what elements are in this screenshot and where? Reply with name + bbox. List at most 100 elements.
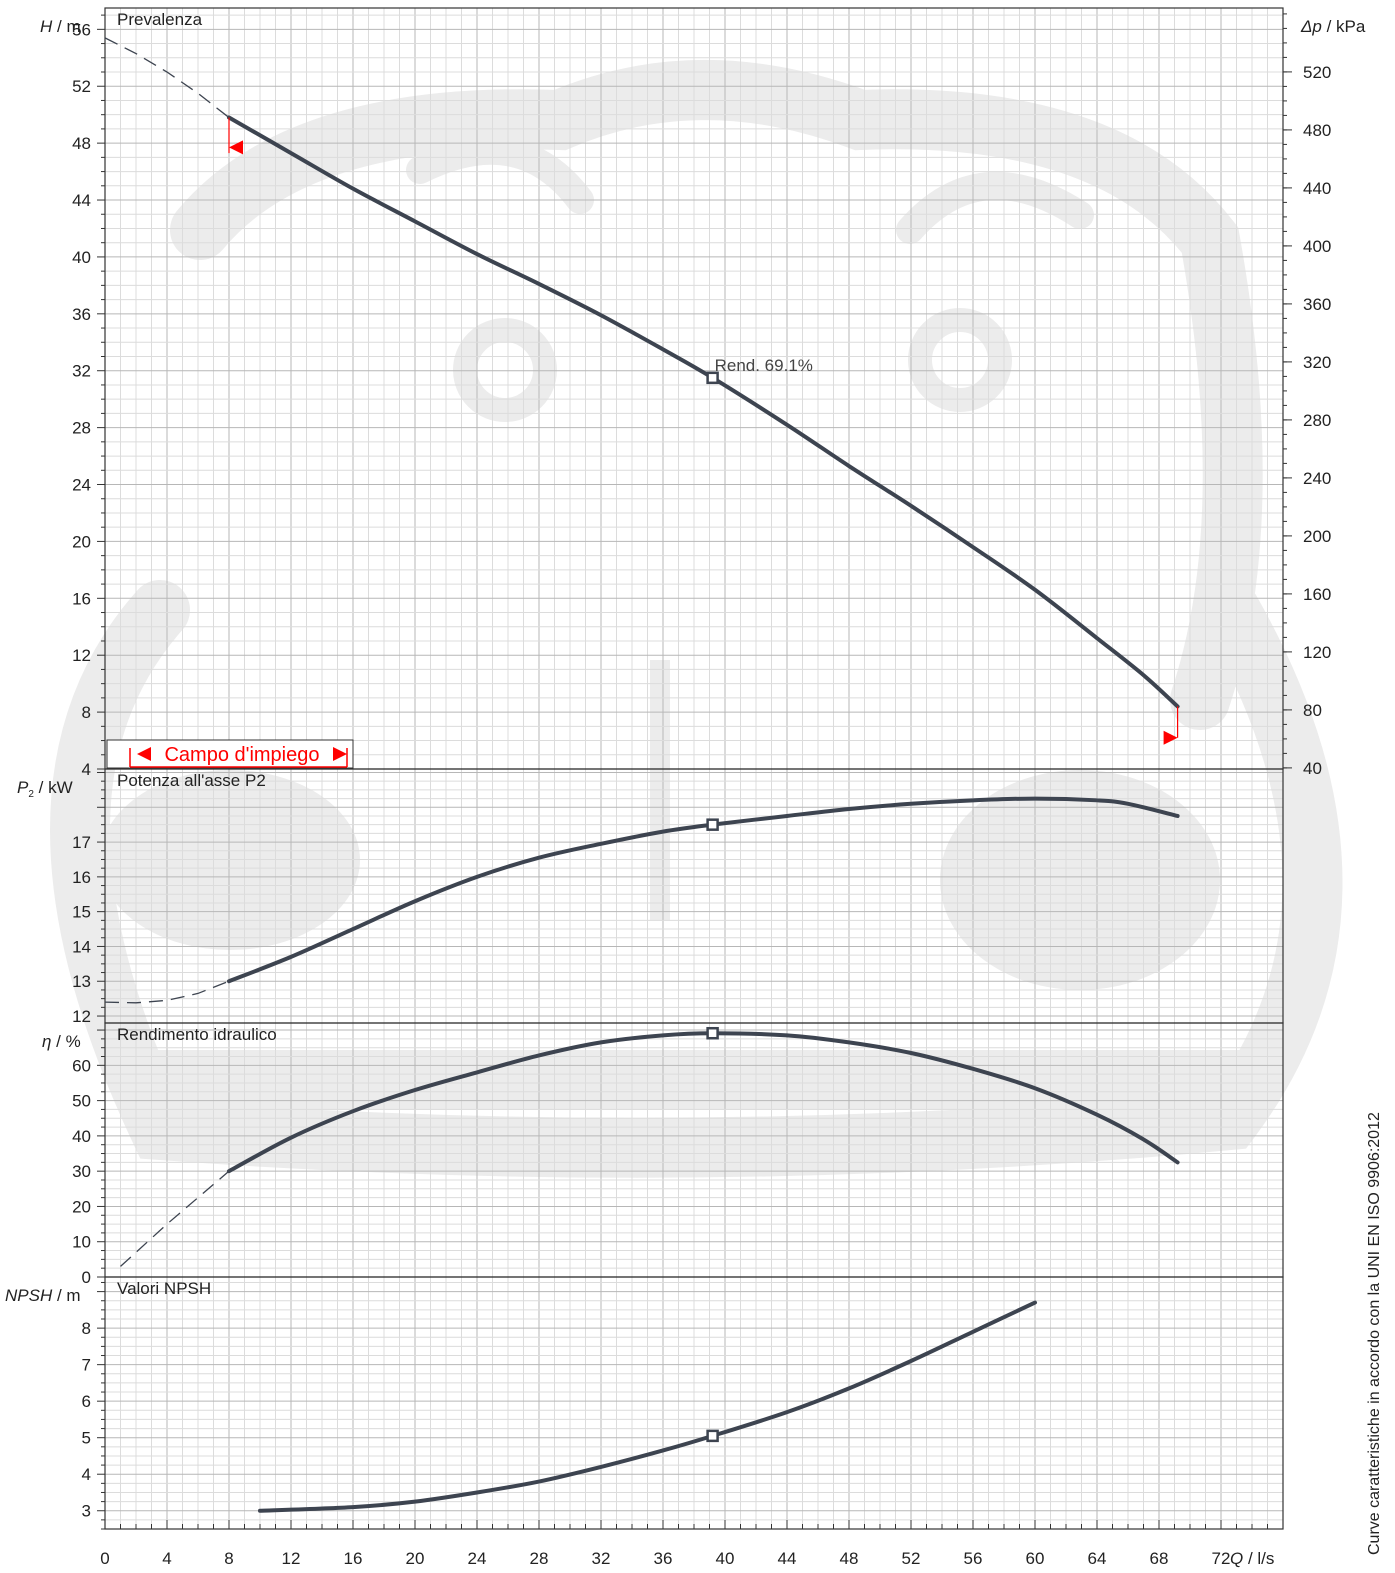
x-axis-label: Q / l/s bbox=[1230, 1549, 1274, 1568]
x-tick-label: 36 bbox=[654, 1549, 673, 1568]
watermark-eye-left bbox=[453, 318, 557, 422]
x-tick-label: 0 bbox=[100, 1549, 109, 1568]
watermark-brow-right bbox=[896, 171, 1094, 244]
y-tick-label: 7 bbox=[82, 1356, 91, 1375]
y-axis-var: P bbox=[17, 778, 29, 797]
x-tick-label: 8 bbox=[224, 1549, 233, 1568]
y-right-tick-label: 480 bbox=[1303, 121, 1331, 140]
x-tick-label: 68 bbox=[1150, 1549, 1169, 1568]
y-axis-label: η / % bbox=[42, 1032, 81, 1051]
y-axis-label: P2 / kW bbox=[17, 778, 73, 800]
watermark-body bbox=[50, 580, 1343, 1178]
y-tick-label: 8 bbox=[82, 1319, 91, 1338]
bep-marker bbox=[706, 1429, 719, 1443]
x-tick-label: 60 bbox=[1026, 1549, 1045, 1568]
x-tick-label: 56 bbox=[964, 1549, 983, 1568]
y-tick-label: 12 bbox=[72, 646, 91, 665]
watermark-eye-right bbox=[908, 308, 1012, 412]
panel-title: Potenza all'asse P2 bbox=[117, 771, 266, 790]
y-tick-label: 13 bbox=[72, 972, 91, 991]
y-tick-label: 56 bbox=[72, 20, 91, 39]
panel-power: 12 13 14 15 16 17 Potenza all'asse P2 P2 / kW bbox=[17, 768, 1284, 1026]
y-right-tick-label: 320 bbox=[1303, 353, 1331, 372]
y-tick-label: 40 bbox=[72, 1127, 91, 1146]
y-right-tick-label: 40 bbox=[1303, 759, 1322, 778]
y-right-tick-label: 120 bbox=[1303, 643, 1331, 662]
curve-npsh bbox=[258, 1300, 1037, 1513]
y-tick-label: 32 bbox=[72, 362, 91, 381]
y-right-tick-label: 440 bbox=[1303, 179, 1331, 198]
y-tick-label: 20 bbox=[72, 1197, 91, 1216]
y-right-axis-unit: / kPa bbox=[1322, 17, 1366, 36]
bep-marker bbox=[706, 1026, 719, 1040]
y-axis-unit: / % bbox=[51, 1032, 80, 1051]
panel-efficiency: 0 10 20 30 40 50 60 Rendimento idraulico η / % bbox=[42, 1022, 1284, 1287]
y-right-axis-label: Δp / kPa bbox=[1300, 17, 1366, 36]
panel-npsh: 3 4 5 6 7 8 Valori NPSH NPSH / m bbox=[5, 1276, 1284, 1530]
y-axis-label: NPSH / m bbox=[5, 1286, 81, 1305]
y-tick-label: 48 bbox=[72, 134, 91, 153]
x-tick-label: 4 bbox=[162, 1549, 171, 1568]
y-right-tick-label: 280 bbox=[1303, 411, 1331, 430]
y-tick-label: 50 bbox=[72, 1092, 91, 1111]
y-tick-label: 16 bbox=[72, 868, 91, 887]
y-tick-label: 44 bbox=[72, 191, 91, 210]
y-tick-label: 17 bbox=[72, 833, 91, 852]
bep-label: Rend. 69.1% bbox=[715, 356, 813, 375]
range-arrow-left-icon bbox=[229, 140, 243, 155]
y-axis-unit: / kW bbox=[39, 778, 73, 797]
y-axis-var: H bbox=[40, 17, 53, 36]
range-arrow-right-icon bbox=[1163, 730, 1178, 745]
bep-marker bbox=[706, 371, 719, 385]
y-tick-label: 0 bbox=[82, 1268, 91, 1287]
x-axis-var: Q bbox=[1230, 1549, 1243, 1568]
y-tick-label: 30 bbox=[72, 1162, 91, 1181]
y-axis-unit: / m bbox=[52, 17, 80, 36]
x-tick-label: 40 bbox=[716, 1549, 735, 1568]
x-tick-label: 28 bbox=[530, 1549, 549, 1568]
bep-marker bbox=[706, 818, 719, 831]
y-right-tick-label: 240 bbox=[1303, 469, 1331, 488]
y-tick-label: 8 bbox=[82, 703, 91, 722]
y-tick-label: 12 bbox=[72, 1007, 91, 1026]
panel-title: Rendimento idraulico bbox=[117, 1025, 277, 1044]
y-tick-label: 28 bbox=[72, 419, 91, 438]
y-tick-label: 3 bbox=[82, 1502, 91, 1521]
watermark-paw-left bbox=[100, 770, 360, 950]
watermark-mascot bbox=[50, 60, 1343, 1178]
x-tick-label: 52 bbox=[902, 1549, 921, 1568]
y-axis-var: η bbox=[42, 1032, 51, 1051]
y-tick-label: 4 bbox=[82, 1465, 91, 1484]
y-tick-label: 60 bbox=[72, 1056, 91, 1075]
y-tick-label: 5 bbox=[82, 1429, 91, 1448]
y-tick-label: 40 bbox=[72, 248, 91, 267]
x-axis: 0 4 8 12 16 20 24 28 32 36 40 44 48 52 56 60 64 68 72 Q / l… bbox=[100, 1520, 1284, 1568]
range-legend-left-arrow-icon bbox=[137, 747, 151, 761]
y-right-tick-label: 520 bbox=[1303, 63, 1331, 82]
y-tick-label: 16 bbox=[72, 589, 91, 608]
y-tick-label: 52 bbox=[72, 77, 91, 96]
y-axis-var: NPSH bbox=[5, 1286, 53, 1305]
y-right-tick-label: 160 bbox=[1303, 585, 1331, 604]
x-tick-label: 16 bbox=[344, 1549, 363, 1568]
y-tick-label: 24 bbox=[72, 476, 91, 495]
x-tick-label: 44 bbox=[778, 1549, 797, 1568]
range-legend-label: Campo d'impiego bbox=[164, 744, 319, 766]
panel-title: Prevalenza bbox=[117, 10, 203, 29]
x-tick-label: 24 bbox=[468, 1549, 487, 1568]
x-tick-label: 12 bbox=[282, 1549, 301, 1568]
y-tick-label: 4 bbox=[82, 760, 91, 779]
watermark-outline bbox=[170, 60, 1263, 730]
y-tick-label: 6 bbox=[82, 1392, 91, 1411]
y-axis-unit: / m bbox=[52, 1286, 80, 1305]
watermark-paw-right bbox=[940, 770, 1220, 990]
y-right-tick-label: 200 bbox=[1303, 527, 1331, 546]
x-tick-label: 72 bbox=[1212, 1549, 1231, 1568]
y-axis-sub: 2 bbox=[28, 789, 34, 800]
x-tick-label: 32 bbox=[592, 1549, 611, 1568]
x-axis-unit: / l/s bbox=[1243, 1549, 1274, 1568]
y-right-tick-label: 80 bbox=[1303, 701, 1322, 720]
range-legend-right-arrow-icon bbox=[333, 747, 347, 761]
